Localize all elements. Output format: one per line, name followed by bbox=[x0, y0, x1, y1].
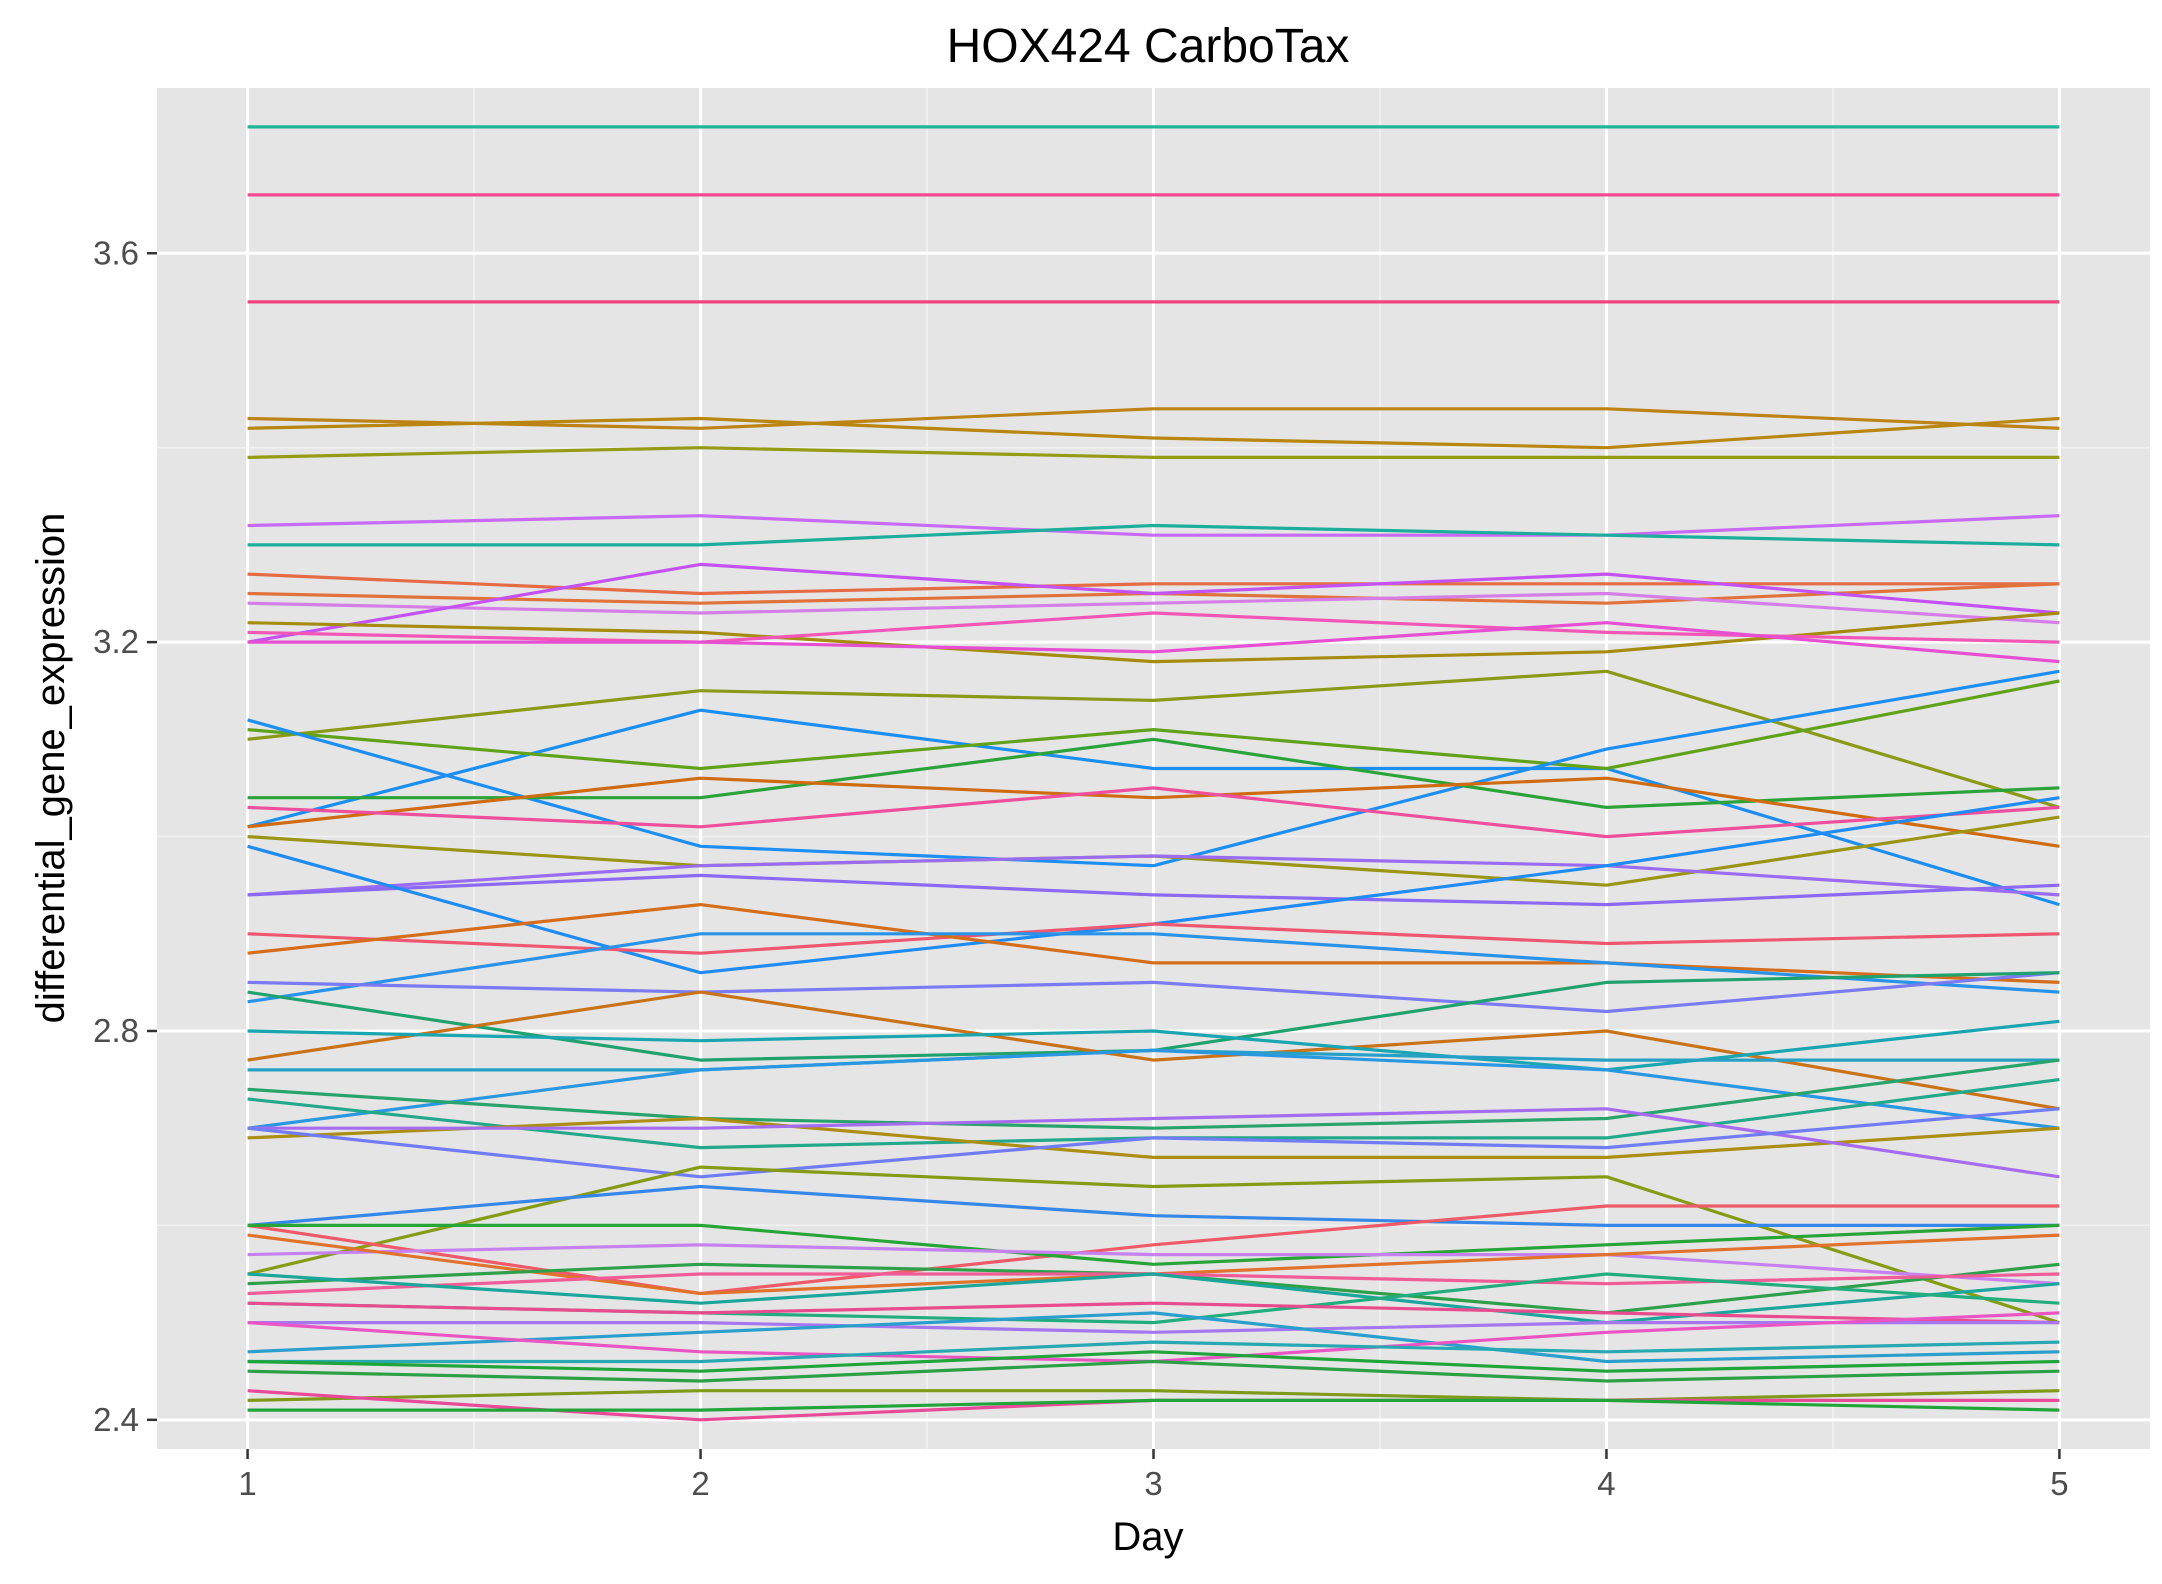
x-tick-label: 1 bbox=[238, 1465, 256, 1502]
series-line-13 bbox=[247, 611, 2060, 664]
series-line-60 bbox=[247, 1398, 2060, 1412]
series-line-15 bbox=[247, 621, 2060, 664]
series-line-52 bbox=[247, 1320, 2060, 1334]
series-line-45 bbox=[247, 1243, 2060, 1286]
series-line-38 bbox=[247, 1116, 2060, 1160]
series-line-51 bbox=[247, 1301, 2060, 1325]
y-axis-title: differential_gene_expression bbox=[29, 513, 73, 1024]
series-line-32 bbox=[247, 990, 2060, 1111]
series-line-16 bbox=[247, 669, 2060, 809]
series-line-40 bbox=[247, 1107, 2060, 1179]
chart-title: HOX424 CarboTax bbox=[947, 20, 1350, 73]
series-lines bbox=[247, 125, 2060, 1422]
series-line-6 bbox=[247, 446, 2060, 459]
series-line-25 bbox=[247, 873, 2060, 907]
series-line-36 bbox=[247, 1058, 2060, 1130]
x-tick-label: 3 bbox=[1144, 1465, 1162, 1502]
series-line-5 bbox=[247, 416, 2060, 450]
series-line-35 bbox=[247, 1048, 2060, 1130]
x-axis: 1 2 3 4 5 bbox=[238, 1449, 2069, 1502]
y-tick-label: 3.2 bbox=[93, 623, 139, 660]
series-line-39 bbox=[247, 1107, 2060, 1179]
series-line-27 bbox=[247, 922, 2060, 955]
series-line-30 bbox=[247, 971, 2060, 1014]
series-line-9 bbox=[247, 572, 2060, 596]
series-line-22 bbox=[247, 786, 2060, 839]
y-tick-label: 2.4 bbox=[93, 1401, 139, 1438]
series-line-55 bbox=[247, 1340, 2060, 1364]
series-line-58 bbox=[247, 1389, 2060, 1403]
x-tick-label: 4 bbox=[1597, 1465, 1615, 1502]
series-line-12 bbox=[247, 562, 2060, 644]
x-tick-label: 2 bbox=[691, 1465, 709, 1502]
series-line-57 bbox=[247, 1359, 2060, 1383]
y-tick-label: 3.6 bbox=[93, 234, 139, 271]
series-line-19 bbox=[247, 669, 2060, 868]
series-line-8 bbox=[247, 523, 2060, 547]
x-tick-label: 5 bbox=[2050, 1465, 2068, 1502]
series-line-53 bbox=[247, 1311, 2060, 1364]
series-line-18 bbox=[247, 679, 2060, 771]
x-axis-title: Day bbox=[1112, 1515, 1183, 1559]
series-line-49 bbox=[247, 1272, 2060, 1325]
series-line-11 bbox=[247, 591, 2060, 625]
series-line-17 bbox=[247, 708, 2060, 907]
series-line-29 bbox=[247, 932, 2060, 1004]
series-line-44 bbox=[247, 1223, 2060, 1266]
y-tick-label: 2.8 bbox=[93, 1012, 139, 1049]
series-line-42 bbox=[247, 1184, 2060, 1228]
y-axis: 2.4 2.8 3.2 3.6 bbox=[93, 234, 157, 1438]
series-line-33 bbox=[247, 1019, 2060, 1072]
series-line-56 bbox=[247, 1350, 2060, 1373]
series-line-28 bbox=[247, 902, 2060, 984]
series-line-21 bbox=[247, 776, 2060, 848]
series-line-7 bbox=[247, 514, 2060, 537]
series-line-24 bbox=[247, 854, 2060, 897]
series-line-4 bbox=[247, 407, 2060, 430]
